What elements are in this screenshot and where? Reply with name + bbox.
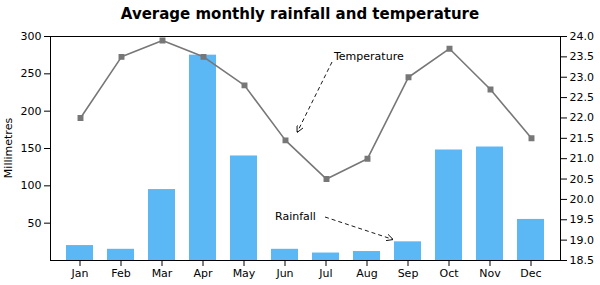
svg-text:24.0: 24.0 [570, 30, 595, 43]
svg-text:Feb: Feb [111, 267, 130, 280]
svg-text:19.5: 19.5 [570, 213, 595, 226]
svg-text:21.0: 21.0 [570, 152, 595, 165]
svg-text:Temperature: Temperature [333, 50, 404, 63]
svg-text:19.0: 19.0 [570, 234, 595, 247]
svg-text:Apr: Apr [193, 267, 213, 280]
svg-text:20.0: 20.0 [570, 193, 595, 206]
svg-text:Jul: Jul [318, 267, 332, 280]
svg-text:Rainfall: Rainfall [275, 210, 316, 223]
svg-text:Jun: Jun [275, 267, 293, 280]
svg-text:250: 250 [21, 67, 42, 80]
svg-text:100: 100 [21, 179, 42, 192]
html-text:Average monthly rainfall and t: Average monthly rainfall and temperature [120, 5, 480, 23]
svg-text:22.0: 22.0 [570, 111, 595, 124]
svg-text:Nov: Nov [479, 267, 501, 280]
svg-text:Jan: Jan [71, 267, 89, 280]
svg-text:20.5: 20.5 [570, 173, 595, 186]
svg-text:23.0: 23.0 [570, 71, 595, 84]
svg-text:Oct: Oct [439, 267, 459, 280]
svg-text:200: 200 [21, 105, 42, 118]
svg-text:Millimetres: Millimetres [2, 118, 15, 179]
svg-text:May: May [233, 267, 256, 280]
svg-text:50: 50 [28, 217, 42, 230]
svg-text:23.5: 23.5 [570, 50, 595, 63]
svg-text:Mar: Mar [152, 267, 173, 280]
svg-text:22.5: 22.5 [570, 91, 595, 104]
svg-text:150: 150 [21, 142, 42, 155]
svg-text:Aug: Aug [356, 267, 377, 280]
svg-text:Sep: Sep [398, 267, 419, 280]
svg-text:21.5: 21.5 [570, 132, 595, 145]
svg-text:300: 300 [21, 30, 42, 43]
svg-text:Dec: Dec [520, 267, 541, 280]
svg-text:18.5: 18.5 [570, 254, 595, 267]
